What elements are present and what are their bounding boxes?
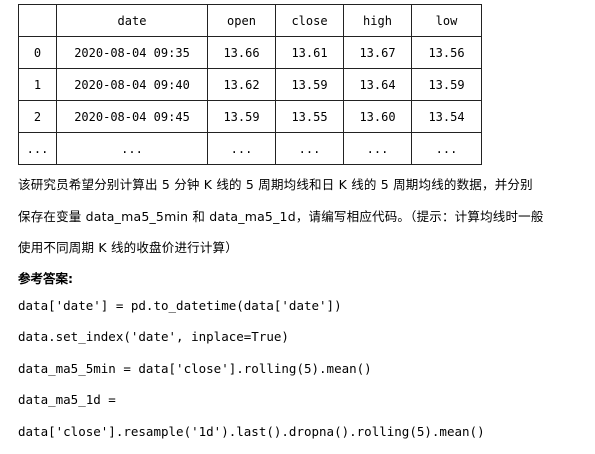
question-line-1: 该研究员希望分别计算出 5 分钟 K 线的 5 周期均线和日 K 线的 5 周期…	[18, 177, 533, 192]
table-cell: ...	[56, 132, 208, 165]
table-cell: 13.59	[411, 68, 482, 101]
header-cell-high: high	[343, 4, 412, 37]
table-cell: 2020-08-04 09:40	[56, 68, 208, 101]
header-cell-open: open	[207, 4, 276, 37]
table-cell: ...	[411, 132, 482, 165]
table-cell: 2	[18, 100, 57, 133]
table-cell: 13.54	[411, 100, 482, 133]
question-line-3: 使用不同周期 K 线的收盘价进行计算）	[18, 240, 238, 255]
table-cell: 13.62	[207, 68, 276, 101]
table-cell: ...	[343, 132, 412, 165]
table-cell: 13.60	[343, 100, 412, 133]
table-cell: 2020-08-04 09:45	[56, 100, 208, 133]
table-cell: ...	[18, 132, 57, 165]
code-line-3: data_ma5_5min = data['close'].rolling(5)…	[18, 361, 372, 376]
code-line-4: data_ma5_1d =	[18, 392, 116, 407]
table-cell: ...	[207, 132, 276, 165]
header-cell-index	[18, 4, 57, 37]
table-row: 0 2020-08-04 09:35 13.66 13.61 13.67 13.…	[18, 36, 482, 69]
code-line-1: data['date'] = pd.to_datetime(data['date…	[18, 298, 342, 313]
table-row: 1 2020-08-04 09:40 13.62 13.59 13.64 13.…	[18, 68, 482, 101]
data-table: date open close high low 0 2020-08-04 09…	[18, 4, 482, 165]
table-cell: 13.56	[411, 36, 482, 69]
table-header-row: date open close high low	[18, 4, 482, 37]
table-cell: 13.55	[275, 100, 344, 133]
table-row: 2 2020-08-04 09:45 13.59 13.55 13.60 13.…	[18, 100, 482, 133]
table-cell: 1	[18, 68, 57, 101]
header-cell-low: low	[411, 4, 482, 37]
code-line-2: data.set_index('date', inplace=True)	[18, 329, 289, 344]
question-line-2: 保存在变量 data_ma5_5min 和 data_ma5_1d，请编写相应代…	[18, 209, 544, 224]
table-cell: ...	[275, 132, 344, 165]
header-cell-date: date	[56, 4, 208, 37]
table-cell: 13.59	[207, 100, 276, 133]
table-cell: 13.59	[275, 68, 344, 101]
table-cell: 13.61	[275, 36, 344, 69]
table-cell: 0	[18, 36, 57, 69]
code-line-5: data['close'].resample('1d').last().drop…	[18, 424, 485, 439]
table-row: ... ... ... ... ... ...	[18, 132, 482, 165]
table-cell: 13.67	[343, 36, 412, 69]
answer-label: 参考答案:	[18, 271, 73, 286]
table-cell: 13.66	[207, 36, 276, 69]
table-cell: 2020-08-04 09:35	[56, 36, 208, 69]
header-cell-close: close	[275, 4, 344, 37]
table-cell: 13.64	[343, 68, 412, 101]
